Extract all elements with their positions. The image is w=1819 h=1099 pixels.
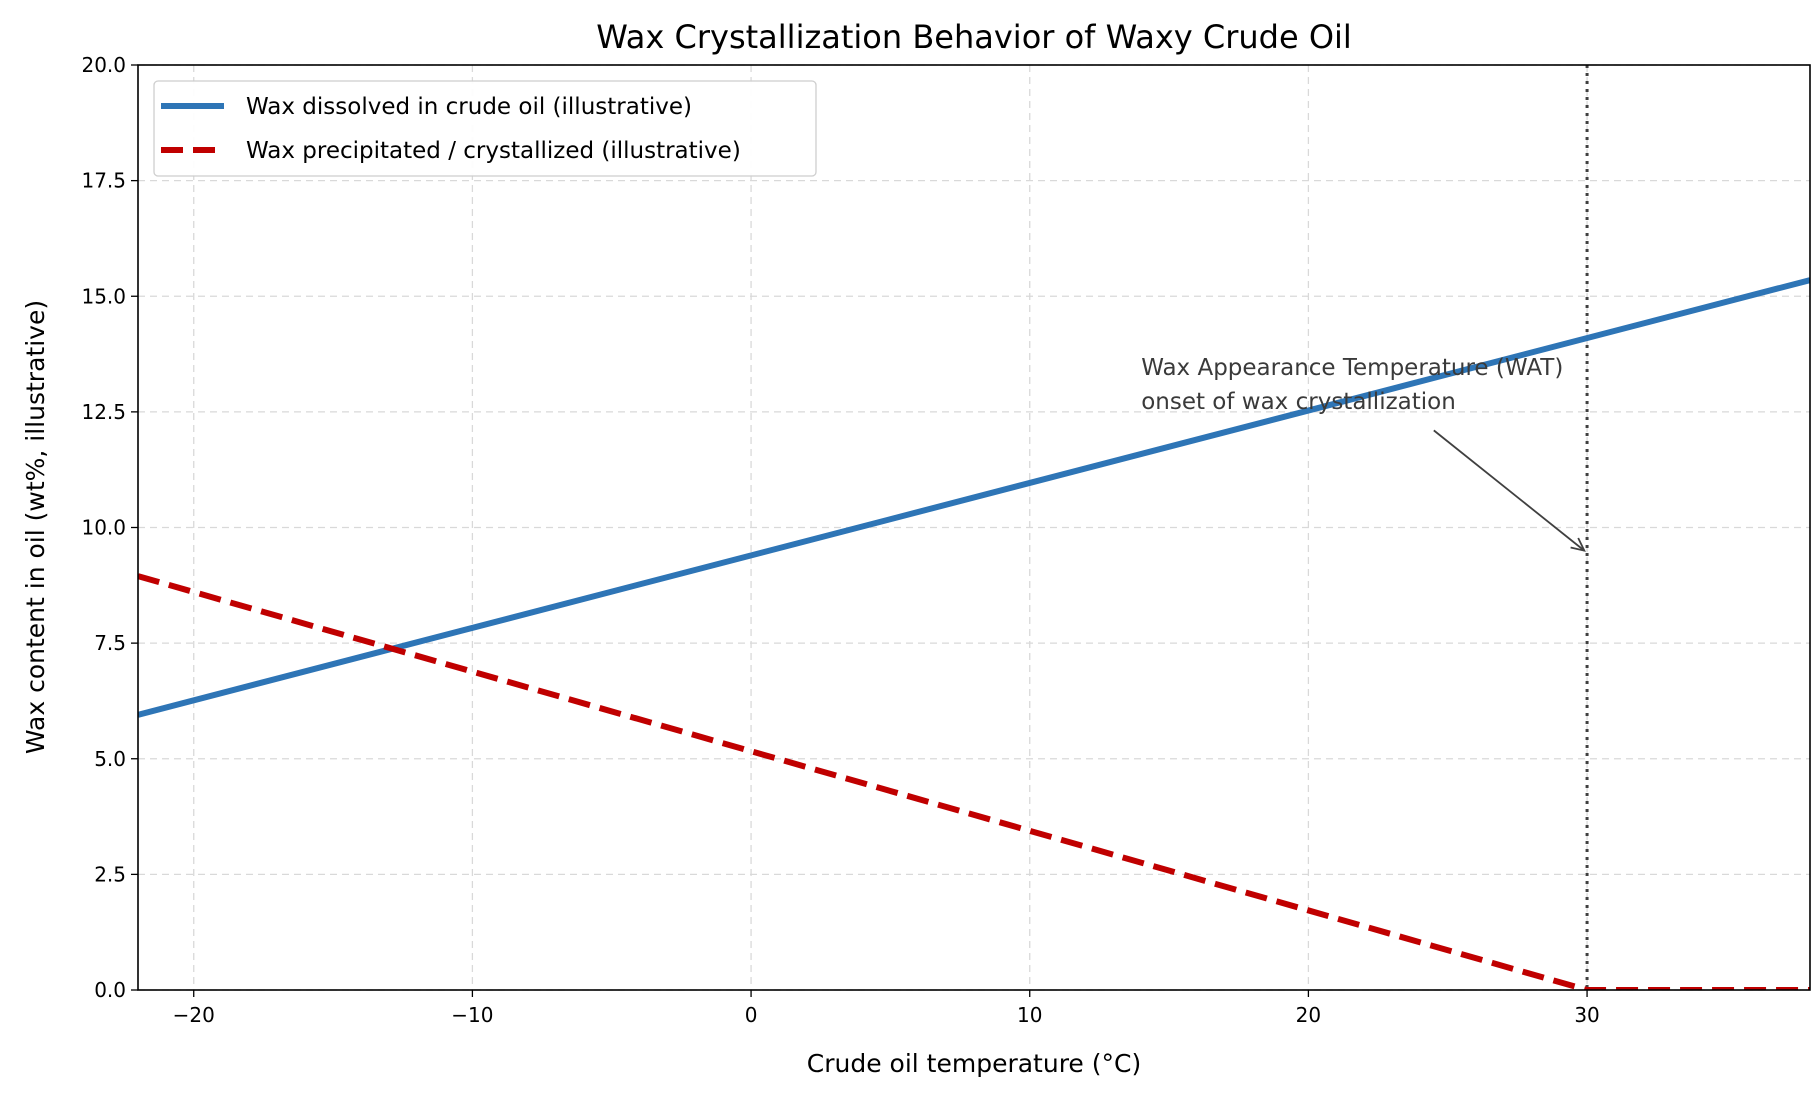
- x-tick-label: 0: [745, 1003, 758, 1027]
- legend-label: Wax precipitated / crystallized (illustr…: [246, 138, 741, 164]
- series-group: [138, 277, 1810, 990]
- series-line-dissolved: [138, 277, 1810, 718]
- annotation-arrow: [1433, 429, 1585, 552]
- y-tick-label: 0.0: [94, 978, 126, 1002]
- legend-box: [153, 80, 817, 177]
- y-tick-label: 20.0: [81, 53, 126, 77]
- x-tick-label: 20: [1296, 1003, 1321, 1027]
- y-axis-label: Wax content in oil (wt%, illustrative): [21, 300, 50, 754]
- x-tick-label: 10: [1017, 1003, 1042, 1027]
- legend: Wax dissolved in crude oil (illustrative…: [153, 80, 817, 177]
- x-tick-label: −10: [451, 1003, 493, 1027]
- y-tick-label: 12.5: [81, 400, 126, 424]
- x-tick-label: 30: [1574, 1003, 1599, 1027]
- annotation-text: Wax Appearance Temperature (WAT): [1141, 355, 1563, 381]
- legend-label: Wax dissolved in crude oil (illustrative…: [246, 94, 692, 120]
- y-tick-label: 7.5: [94, 631, 126, 655]
- y-tick-label: 17.5: [81, 169, 126, 193]
- y-tick-label: 5.0: [94, 747, 126, 771]
- annotation-text: onset of wax crystallization: [1141, 389, 1456, 415]
- y-tick-label: 15.0: [81, 284, 126, 308]
- y-tick-label: 2.5: [94, 862, 126, 886]
- annotations: Wax Appearance Temperature (WAT) onset of…: [1141, 355, 1586, 552]
- x-axis-label: Crude oil temperature (°C): [807, 1049, 1141, 1078]
- ticks: −20 −10 0 10 20 30 0.0 2.5 5.0 7.5 10.0 12.5 15.0 17.…: [81, 53, 1599, 1027]
- y-tick-label: 10.0: [81, 516, 126, 540]
- x-tick-label: −20: [173, 1003, 215, 1027]
- annotation-arrowhead: [1570, 537, 1586, 552]
- chart-title: Wax Crystallization Behavior of Waxy Cru…: [596, 18, 1352, 56]
